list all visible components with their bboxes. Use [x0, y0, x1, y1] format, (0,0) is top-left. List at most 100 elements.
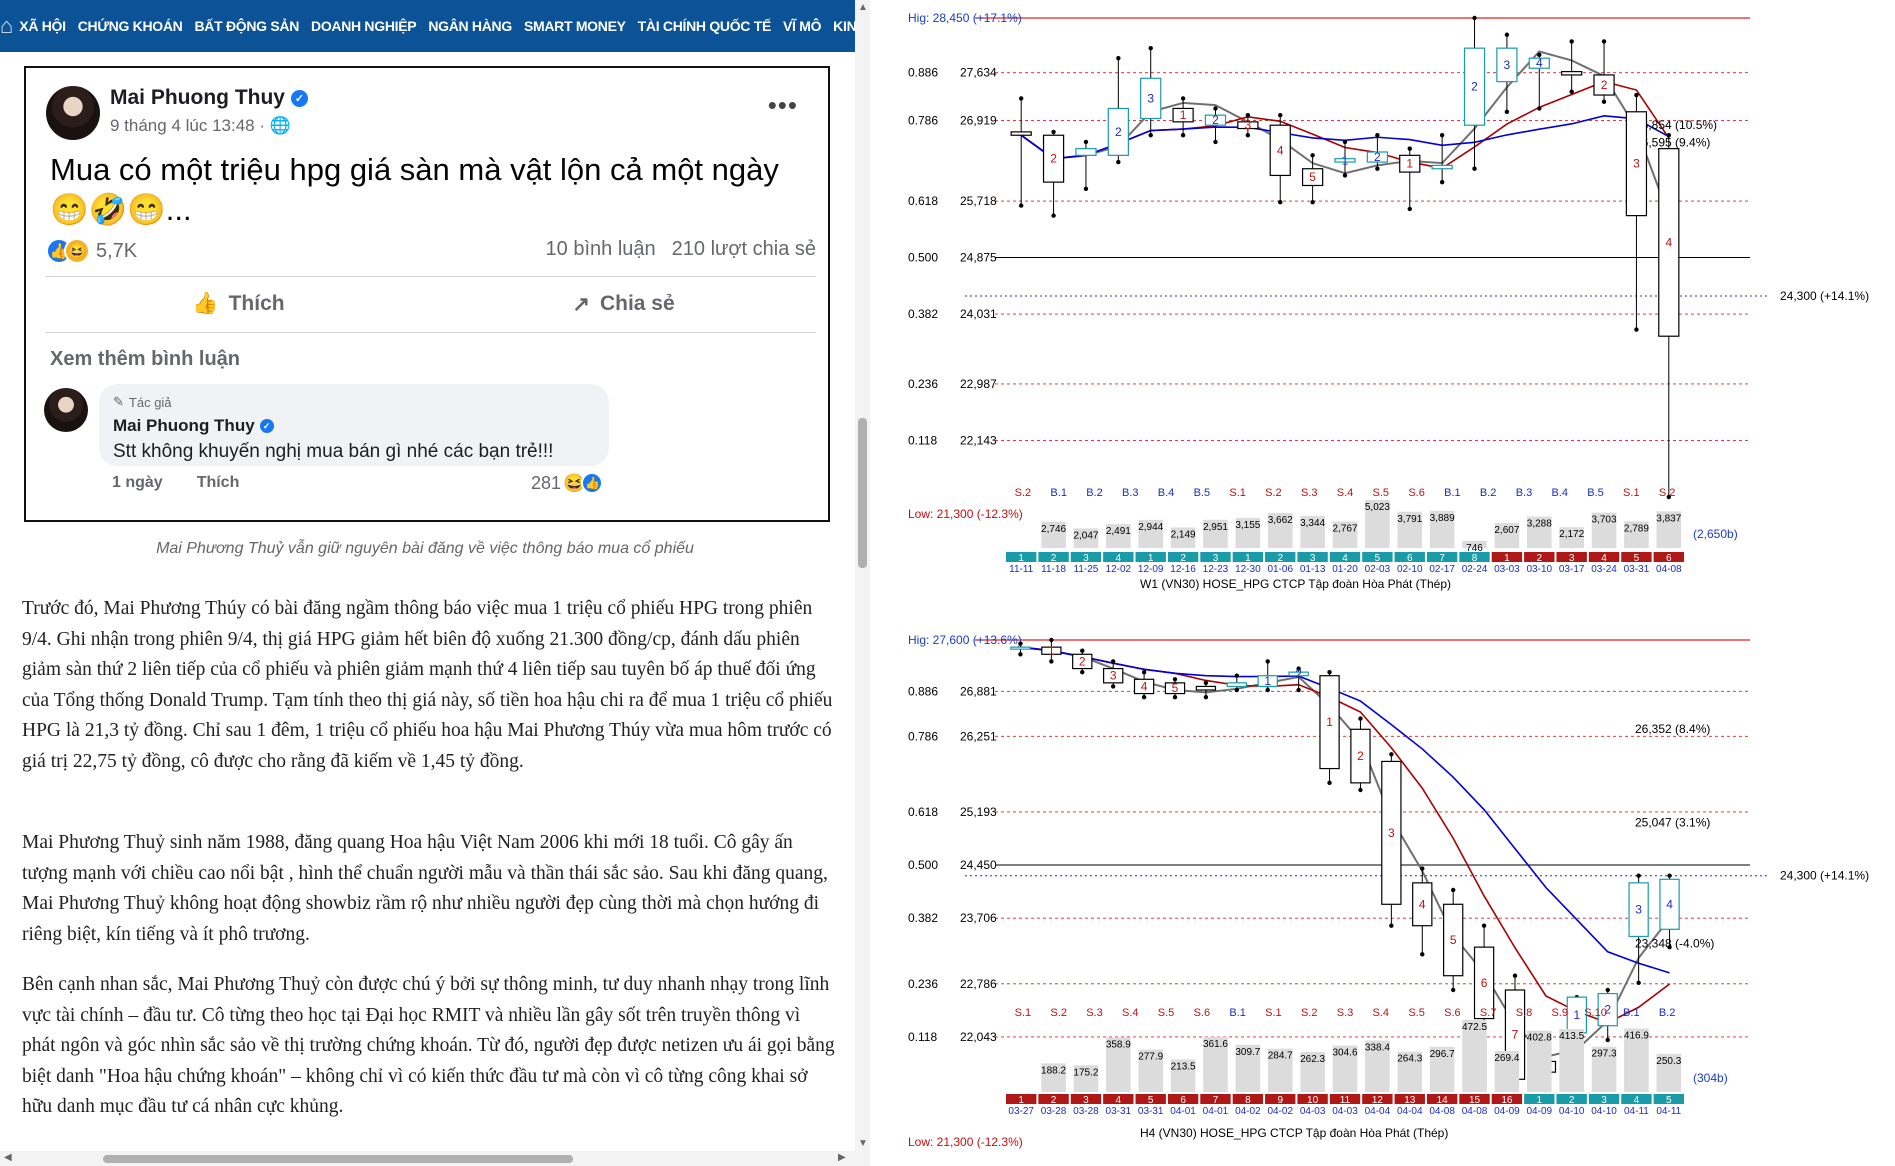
nav-item-tai-chinh-quoc-te[interactable]: TÀI CHÍNH QUỐC TẾ — [637, 18, 772, 34]
volume-bar — [1429, 1046, 1455, 1092]
candle-count-label: 2 — [1079, 654, 1086, 668]
candle-high-dot — [1234, 673, 1240, 678]
fib-price-label: 22,143 — [960, 434, 997, 448]
volume-label: 2,491 — [1106, 526, 1131, 537]
candle-count-label: 4 — [1666, 897, 1673, 911]
more-options-icon[interactable]: ••• — [767, 90, 798, 120]
reaction-count[interactable]: 5,7K — [96, 239, 138, 262]
candle-count-label: 2 — [1212, 113, 1219, 127]
candle-body — [1319, 675, 1340, 770]
signal-label: S.4 — [1337, 487, 1354, 499]
count-label: 7 — [1439, 553, 1445, 564]
candle-low-dot — [1234, 687, 1240, 693]
chart-title: H4 (VN30) HOSE_HPG CTCP Tập đoàn Hòa Phá… — [1140, 1126, 1448, 1140]
volume-bar — [1170, 1059, 1196, 1092]
candle-low-dot — [1634, 327, 1639, 332]
date-tick-label: 04-03 — [1300, 1106, 1326, 1117]
candle-high-dot — [1667, 873, 1672, 878]
candle-body — [1350, 728, 1371, 784]
nav-item-smart-money[interactable]: SMART MONEY — [523, 18, 626, 34]
high-label: Hig: 28,450 (+17.1%) — [908, 11, 1022, 25]
count-cell — [1167, 1094, 1199, 1104]
count-cell — [1265, 1094, 1296, 1104]
ma-value-label: 26,352 (8.4%) — [1635, 722, 1710, 736]
candle-body — [1658, 148, 1680, 337]
fib-price-label: 27,634 — [960, 66, 997, 80]
volume-bar — [1267, 1048, 1293, 1092]
candle-low-dot — [1667, 944, 1672, 950]
volume-label: 472.5 — [1462, 1022, 1487, 1033]
volume-label: 2,767 — [1332, 524, 1357, 535]
nav-item-bat-dong-san[interactable]: BẤT ĐỘNG SẢN — [194, 18, 300, 34]
volume-label: 269.4 — [1494, 1053, 1519, 1064]
candle-body — [1172, 107, 1194, 123]
scroll-up-arrow-icon[interactable]: ▲ — [858, 2, 868, 13]
volume-label: 262.3 — [1300, 1054, 1325, 1065]
candle-low-dot — [1310, 200, 1315, 205]
scroll-left-arrow-icon[interactable]: ◀ — [4, 1152, 12, 1163]
horizontal-scrollbar[interactable]: ◀ ▶ — [0, 1151, 855, 1166]
share-button[interactable]: ↗ Chia sẻ — [572, 292, 675, 316]
candle-body — [1412, 882, 1433, 927]
date-tick-label: 04-04 — [1365, 1106, 1391, 1117]
fib-ratio-label: 0.786 — [908, 114, 938, 128]
signal-label: S.1 — [1265, 1007, 1282, 1019]
nav-item-vi-mo[interactable]: VĨ MÔ — [783, 18, 822, 34]
see-more-comments-link[interactable]: Xem thêm bình luận — [50, 348, 241, 370]
date-tick-label: 03-17 — [1559, 564, 1585, 575]
candle-low-dot — [1569, 89, 1574, 94]
signal-label: S.4 — [1373, 1007, 1390, 1019]
date-tick-label: 11-11 — [1009, 564, 1034, 575]
comment-author[interactable]: Mai Phuong Thuy — [113, 416, 255, 435]
nav-item-chung-khoan[interactable]: CHỨNG KHOÁN — [77, 18, 183, 34]
count-label: 2 — [1537, 553, 1543, 564]
volume-bar — [1138, 1049, 1164, 1092]
comment-like-button[interactable]: Thích — [196, 474, 240, 491]
comment-count[interactable]: 10 bình luận — [545, 238, 656, 260]
count-label: 4 — [1116, 553, 1122, 564]
candle-high-dot — [1278, 112, 1283, 118]
scroll-right-arrow-icon[interactable]: ▶ — [838, 1152, 846, 1163]
volume-bar — [1041, 1063, 1066, 1092]
nav-item-kinh[interactable]: KINH — [833, 18, 855, 34]
like-button[interactable]: 👍 Thích — [192, 292, 285, 315]
date-tick-label: 04-11 — [1656, 1106, 1681, 1117]
signal-label: B.2 — [1086, 487, 1103, 499]
scroll-down-arrow-icon[interactable]: ▼ — [858, 1138, 868, 1149]
candle-body — [1496, 47, 1518, 83]
volume-bar — [1591, 512, 1617, 548]
candle-count-label: 1 — [1048, 644, 1055, 658]
count-label: 3 — [1601, 1095, 1607, 1106]
volume-bar — [1656, 511, 1682, 548]
vertical-scrollbar[interactable]: ▲ ▼ — [855, 0, 870, 1166]
nav-item-doanh-nghiep[interactable]: DOANH NGHIỆP — [311, 18, 417, 34]
date-tick-label: 03-03 — [1494, 564, 1520, 575]
candle-count-label: 1 — [1573, 1008, 1580, 1022]
candle-high-dot — [1018, 96, 1024, 101]
scrollbar-thumb[interactable] — [858, 418, 867, 568]
date-tick-label: 03-24 — [1591, 564, 1617, 575]
signal-label: B.4 — [1551, 487, 1568, 499]
candle-count-label: 2 — [1471, 80, 1478, 94]
home-icon[interactable]: ⌂ — [0, 13, 14, 38]
candle-count-label: 1 — [1342, 153, 1349, 167]
volume-bar — [1041, 521, 1066, 548]
date-tick-label: 04-11 — [1624, 1106, 1649, 1117]
scrollbar-thumb[interactable] — [103, 1155, 573, 1163]
volume-label: 402.8 — [1527, 1033, 1552, 1044]
volume-label: 304.6 — [1332, 1048, 1357, 1059]
count-label: 4 — [1601, 553, 1607, 564]
candle-low-dot — [1049, 659, 1054, 664]
candle-count-label: 5 — [1450, 933, 1457, 947]
share-count[interactable]: 210 lượt chia sẻ — [671, 238, 816, 260]
fib-price-label: 26,919 — [960, 114, 997, 128]
candle-count-label: 1 — [1264, 674, 1271, 688]
comment-reaction-count[interactable]: 281 😆 👍 — [531, 472, 604, 494]
nav-item-ngan-hang[interactable]: NGÂN HÀNG — [428, 18, 512, 34]
volume-label: 413.5 — [1559, 1031, 1584, 1042]
candle-low-dot — [1666, 494, 1672, 500]
volume-label: 213.5 — [1171, 1061, 1196, 1072]
nav-item-xa-hoi[interactable]: XÃ HỘI — [19, 18, 66, 34]
candle-body — [1164, 682, 1186, 695]
fib-ratio-label: 0.786 — [908, 729, 938, 743]
